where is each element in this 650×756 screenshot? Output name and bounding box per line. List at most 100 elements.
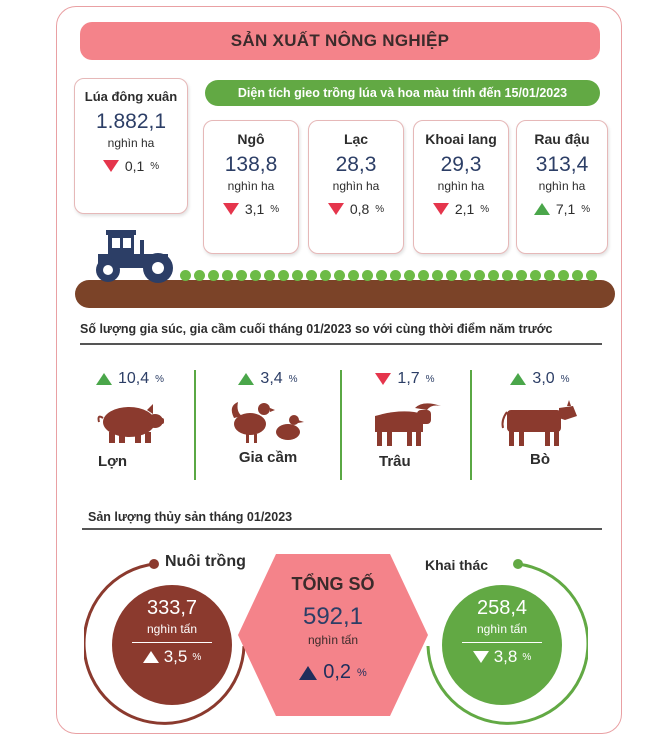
crop-sprouts [180, 270, 610, 284]
circle-divider [462, 642, 542, 643]
crop-card-lac: Lạc 28,3 nghìn ha 0,8% [308, 120, 404, 254]
catch-change-value: 3,8 [493, 647, 518, 666]
aquaculture-change-pct: % [192, 651, 202, 663]
livestock-label: Lợn [98, 453, 127, 470]
livestock-change: 10,4% [70, 370, 190, 388]
crop-value: 313,4 [535, 153, 589, 176]
crop-change-value: 0,8 [349, 201, 370, 217]
livestock-poultry: 3,4% Gia cầm [208, 370, 328, 466]
total-block: TỔNG SỐ 592,1 nghìn tấn 0,2% [238, 554, 428, 716]
catch-change-pct: % [522, 651, 532, 663]
livestock-buffalo: 1,7% Trâu [345, 370, 465, 470]
crop-unit: nghìn ha [437, 179, 485, 193]
livestock-change: 3,4% [208, 370, 328, 388]
rice-unit: nghìn ha [107, 136, 155, 150]
up-arrow-icon [142, 651, 159, 663]
up-arrow-icon [510, 373, 527, 385]
crop-change: 0,8% [309, 201, 403, 217]
fishery-heading: Sản lượng thủy sản tháng 01/2023 [88, 510, 293, 524]
crop-change-pct: % [480, 203, 490, 215]
livestock-change-pct: % [560, 373, 570, 385]
cow-icon [501, 400, 577, 446]
catch-ring [426, 559, 588, 725]
catch-value: 258,4 [476, 597, 528, 619]
fishery-rule [82, 528, 602, 530]
crop-name: Khoai lang [425, 131, 497, 147]
poultry-icon [231, 402, 304, 443]
crop-change: 7,1% [517, 201, 607, 217]
up-arrow-icon [238, 373, 255, 385]
circle-divider [132, 642, 212, 643]
livestock-change-value: 3,0 [532, 370, 555, 387]
aquaculture-change: 3,5% [112, 647, 232, 667]
rice-card: Lúa đông xuân 1.882,1 nghìn ha 0,1% [74, 78, 188, 214]
catch-label: Khai thác [425, 557, 489, 573]
livestock-change-pct: % [425, 373, 435, 385]
crop-unit: nghìn ha [332, 179, 380, 193]
down-arrow-icon [102, 160, 119, 172]
livestock-rule [80, 343, 602, 345]
crop-change: 2,1% [414, 201, 508, 217]
aquaculture-label: Nuôi trồng [165, 553, 246, 570]
crop-change-value: 7,1 [555, 201, 576, 217]
crop-unit: nghìn ha [227, 179, 275, 193]
crop-change: 3,1% [204, 201, 298, 217]
page-title: SẢN XUẤT NÔNG NGHIỆP [80, 22, 600, 60]
total-label: TỔNG SỐ [291, 574, 375, 594]
crop-change-value: 3,1 [244, 201, 265, 217]
livestock-change-value: 1,7 [397, 370, 420, 387]
livestock-label: Trâu [379, 453, 411, 470]
rice-change: 0,1% [75, 158, 187, 174]
divider [194, 370, 196, 480]
down-arrow-icon [472, 651, 489, 663]
crop-value: 28,3 [335, 153, 377, 176]
livestock-label: Gia cầm [238, 449, 298, 466]
catch-change: 3,8% [442, 647, 562, 667]
down-arrow-icon [222, 203, 239, 215]
crop-name: Lạc [343, 131, 369, 147]
livestock-change-pct: % [155, 373, 165, 385]
crop-card-rau-dau: Rau đậu 313,4 nghìn ha 7,1% [516, 120, 608, 254]
livestock-cow: 3,0% Bò [480, 370, 600, 468]
aquaculture-value: 333,7 [146, 597, 198, 619]
down-arrow-icon [375, 373, 392, 385]
field-soil [75, 280, 615, 308]
crop-value: 29,3 [440, 153, 482, 176]
down-arrow-icon [432, 203, 449, 215]
crop-name: Ngô [237, 131, 265, 147]
crop-change-pct: % [375, 203, 385, 215]
up-arrow-icon [533, 203, 550, 215]
crop-change-value: 2,1 [454, 201, 475, 217]
total-change: 0,2% [238, 661, 428, 684]
up-arrow-icon [95, 373, 112, 385]
rice-value: 1.882,1 [95, 110, 167, 133]
crop-change-pct: % [270, 203, 280, 215]
divider [340, 370, 342, 480]
aquaculture-ring [84, 559, 246, 725]
tractor-icon [96, 230, 173, 283]
crop-card-ngo: Ngô 138,8 nghìn ha 3,1% [203, 120, 299, 254]
livestock-change: 1,7% [345, 370, 465, 388]
total-hexagon [238, 554, 428, 716]
rice-change-value: 0,1 [124, 158, 145, 174]
aquaculture-unit: nghìn tấn [146, 622, 198, 636]
aquaculture-change-value: 3,5 [163, 647, 188, 666]
crop-name: Rau đậu [534, 131, 590, 147]
total-change-value: 0,2 [323, 661, 352, 683]
total-unit: nghìn tấn [307, 633, 359, 647]
livestock-heading: Số lượng gia súc, gia cầm cuối tháng 01/… [80, 322, 553, 336]
down-arrow-icon [327, 203, 344, 215]
livestock-pig: 10,4% Lợn [70, 370, 190, 470]
aquaculture-circle: 333,7 nghìn tấn 3,5% [112, 585, 232, 705]
total-change-pct: % [357, 666, 367, 679]
livestock-change-pct: % [288, 373, 298, 385]
rice-name: Lúa đông xuân [84, 89, 178, 104]
rice-change-pct: % [150, 160, 160, 172]
catch-circle: 258,4 nghìn tấn 3,8% [442, 585, 562, 705]
buffalo-icon [375, 403, 441, 446]
divider [470, 370, 472, 480]
planting-banner: Diện tích gieo trồng lúa và hoa màu tính… [205, 80, 600, 106]
crop-card-khoai-lang: Khoai lang 29,3 nghìn ha 2,1% [413, 120, 509, 254]
crop-unit: nghìn ha [538, 179, 586, 193]
crop-value: 138,8 [224, 153, 278, 176]
